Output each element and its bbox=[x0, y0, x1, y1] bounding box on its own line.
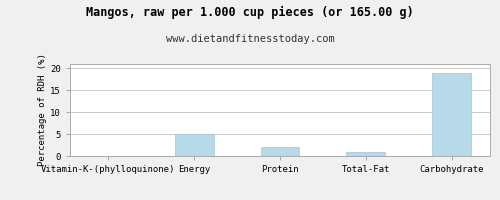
Bar bbox=[432, 73, 471, 156]
Text: Mangos, raw per 1.000 cup pieces (or 165.00 g): Mangos, raw per 1.000 cup pieces (or 165… bbox=[86, 6, 414, 19]
Y-axis label: Percentage of RDH (%): Percentage of RDH (%) bbox=[38, 54, 48, 166]
Bar bbox=[175, 134, 214, 156]
Bar bbox=[260, 147, 300, 156]
Text: www.dietandfitnesstoday.com: www.dietandfitnesstoday.com bbox=[166, 34, 334, 44]
Bar bbox=[346, 152, 385, 156]
